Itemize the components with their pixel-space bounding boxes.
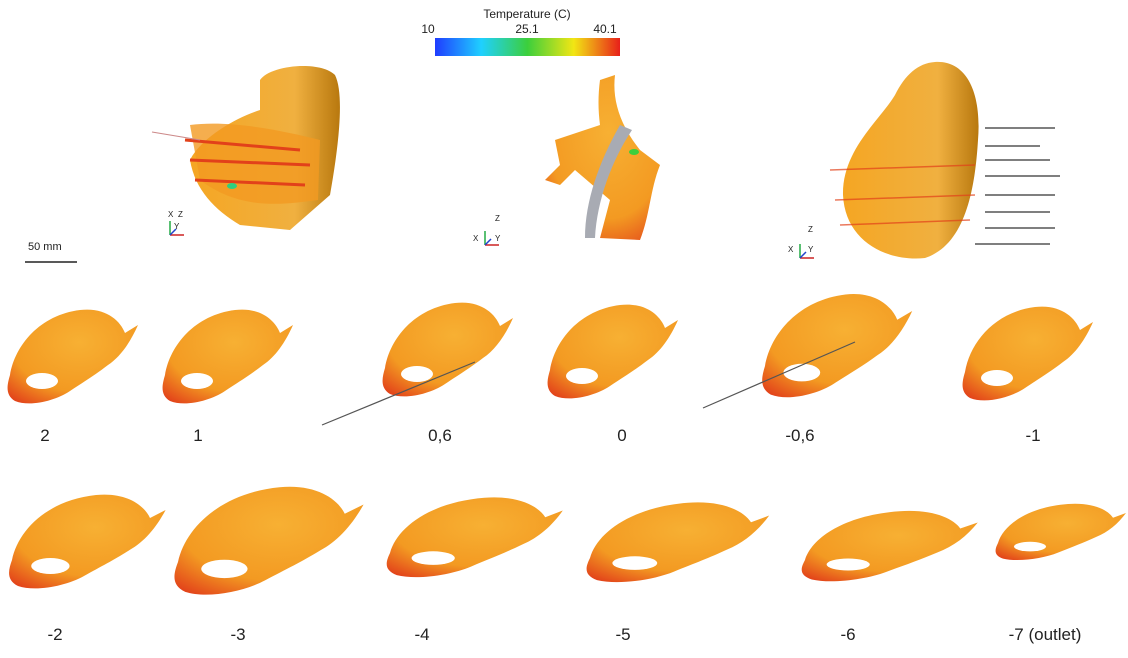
- axis-label: Y: [495, 234, 501, 243]
- axis-label: Y: [174, 222, 180, 231]
- colorbar-tick: 25.1: [515, 22, 539, 36]
- section-shape: [9, 494, 166, 589]
- section-label: -6: [840, 625, 855, 644]
- axis-label: X: [168, 210, 174, 219]
- colorbar-tick: 40.1: [593, 22, 617, 36]
- axis-label: Y: [808, 245, 814, 254]
- section-shape: [962, 306, 1093, 401]
- view-3d-middle: [545, 75, 660, 240]
- sections-row1: [7, 294, 1093, 426]
- section-label: -5: [615, 625, 630, 644]
- view-3d-left: [151, 65, 340, 231]
- colorbar-tick: 10: [421, 22, 435, 36]
- section-shape: [162, 309, 293, 404]
- sections-row2: [9, 486, 1126, 595]
- section-label: 0: [617, 426, 626, 445]
- axis-label: Z: [808, 225, 813, 234]
- section-shape: [762, 294, 913, 398]
- scale-bar-label: 50 mm: [28, 241, 62, 253]
- section-shape: [174, 486, 364, 595]
- view-3d-right: [829, 61, 1060, 259]
- axis-label: Z: [495, 214, 500, 223]
- labels-row1: 2 1 0,6 0 -0,6 -1: [40, 426, 1040, 445]
- section-label: 2: [40, 426, 49, 445]
- labels-row2: -2 -3 -4 -5 -6 -7 (outlet): [47, 625, 1081, 644]
- section-label: 0,6: [428, 426, 452, 445]
- section-shape: [382, 302, 513, 397]
- section-shape: [801, 510, 978, 582]
- axis-label: X: [473, 234, 479, 243]
- section-shape: [7, 309, 138, 404]
- section-label: -3: [230, 625, 245, 644]
- axis-label: X: [788, 245, 794, 254]
- colorbar-title: Temperature (C): [483, 7, 570, 21]
- section-shape: [386, 497, 563, 578]
- section-shape: [586, 502, 770, 583]
- colorbar: [435, 38, 620, 56]
- axis-triad: X Z Y: [473, 214, 501, 246]
- section-label: -2: [47, 625, 62, 644]
- section-label: -0,6: [785, 426, 814, 445]
- section-label: -1: [1025, 426, 1040, 445]
- section-label: -4: [414, 625, 429, 644]
- section-label: 1: [193, 426, 202, 445]
- axis-triad: X Z Y: [788, 225, 815, 259]
- section-shape: [995, 503, 1126, 561]
- section-shape: [547, 304, 678, 399]
- section-label: -7 (outlet): [1009, 625, 1082, 644]
- axis-triad: X Z Y: [168, 210, 185, 236]
- axis-label: Z: [178, 210, 183, 219]
